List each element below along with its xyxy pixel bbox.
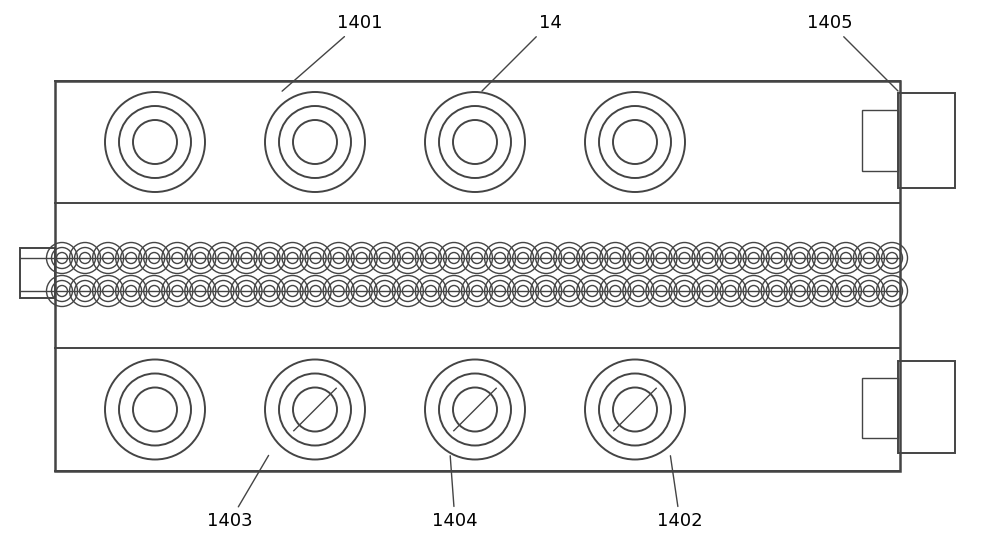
- Bar: [862, 378, 898, 438]
- Text: 1402: 1402: [657, 456, 703, 530]
- Text: 1401: 1401: [282, 14, 383, 91]
- Text: 14: 14: [482, 14, 561, 91]
- Text: 1405: 1405: [807, 14, 898, 91]
- Text: 1404: 1404: [432, 456, 478, 530]
- Bar: [20, 248, 55, 298]
- Bar: [898, 361, 955, 453]
- Bar: [862, 110, 898, 171]
- Text: 1403: 1403: [207, 456, 269, 530]
- Bar: [55, 81, 900, 471]
- Bar: [898, 93, 955, 188]
